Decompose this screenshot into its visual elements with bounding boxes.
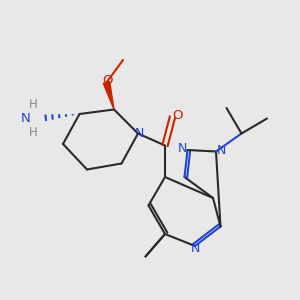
Text: N: N bbox=[21, 112, 30, 125]
Text: O: O bbox=[173, 109, 183, 122]
Text: H: H bbox=[28, 125, 38, 139]
Polygon shape bbox=[103, 82, 114, 110]
Text: N: N bbox=[217, 143, 226, 157]
Text: N: N bbox=[135, 127, 144, 140]
Text: O: O bbox=[103, 74, 113, 88]
Text: H: H bbox=[28, 98, 38, 112]
Text: N: N bbox=[190, 242, 200, 255]
Text: N: N bbox=[177, 142, 187, 155]
